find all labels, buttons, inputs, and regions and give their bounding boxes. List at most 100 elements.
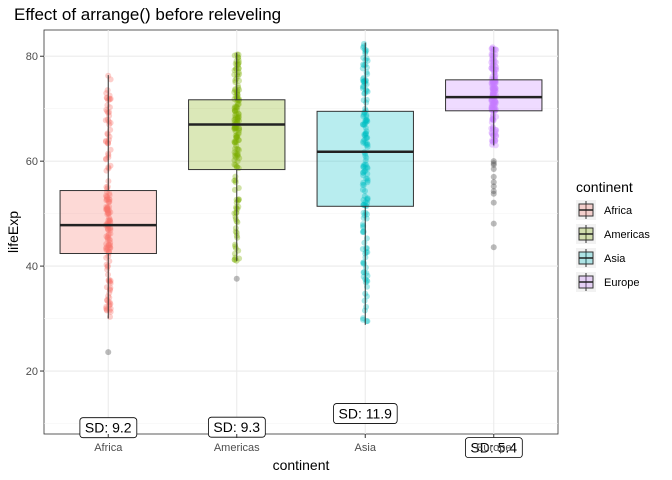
data-point — [103, 254, 110, 261]
data-point — [492, 98, 499, 105]
data-point — [492, 85, 499, 92]
data-point — [362, 117, 369, 124]
data-point — [232, 177, 239, 184]
data-point — [363, 118, 370, 125]
data-point — [492, 99, 499, 106]
data-point — [363, 249, 370, 256]
data-point — [359, 229, 366, 235]
data-point — [107, 245, 114, 252]
data-point — [491, 86, 497, 93]
data-point — [103, 192, 109, 199]
data-point — [360, 111, 367, 118]
data-point — [107, 277, 114, 284]
data-point — [359, 85, 366, 92]
data-point — [236, 77, 242, 84]
data-point — [232, 124, 239, 131]
data-point — [490, 101, 497, 108]
data-point — [233, 151, 240, 158]
data-point — [491, 85, 497, 92]
data-point — [231, 210, 238, 217]
data-point — [232, 132, 239, 139]
data-point — [361, 297, 368, 304]
data-point — [491, 90, 497, 97]
data-point — [362, 188, 368, 194]
outlier-point — [490, 160, 497, 167]
data-point — [232, 154, 239, 161]
outlier-point — [490, 183, 497, 190]
data-point — [105, 198, 112, 205]
data-point — [359, 83, 366, 90]
sd-label-box — [333, 403, 398, 424]
data-point — [234, 133, 241, 140]
data-point — [359, 121, 366, 128]
data-point — [105, 217, 112, 224]
data-point — [360, 316, 366, 323]
data-point — [105, 209, 112, 216]
legend-label: Europe — [604, 277, 639, 289]
data-point — [103, 196, 110, 203]
data-point — [362, 107, 369, 114]
data-point — [361, 121, 368, 128]
data-point — [235, 146, 241, 153]
data-point — [490, 89, 496, 96]
data-point — [234, 151, 241, 158]
data-point — [107, 216, 113, 223]
data-point — [106, 203, 113, 210]
data-point — [231, 71, 238, 78]
data-point — [491, 73, 498, 80]
data-point — [490, 116, 496, 123]
data-point — [107, 219, 114, 226]
data-point — [493, 133, 499, 139]
data-point — [493, 113, 500, 120]
outlier-point — [490, 166, 497, 173]
data-point — [364, 134, 371, 141]
data-point — [103, 284, 110, 291]
data-point — [491, 69, 498, 75]
data-point — [104, 206, 111, 213]
data-point — [488, 76, 495, 83]
data-point — [491, 70, 498, 77]
data-point — [104, 102, 111, 109]
data-point — [492, 103, 498, 110]
data-point — [234, 91, 241, 98]
box-body — [59, 190, 157, 255]
data-point — [235, 196, 242, 203]
data-point — [107, 305, 114, 312]
data-point — [364, 170, 371, 177]
data-point — [363, 161, 370, 168]
data-point — [362, 130, 369, 137]
data-point — [232, 139, 239, 146]
box-body — [188, 99, 286, 171]
data-point — [103, 247, 110, 254]
data-point — [232, 114, 239, 121]
data-point — [488, 52, 495, 59]
data-point — [363, 245, 370, 252]
data-point — [489, 79, 496, 85]
outlier-point — [490, 158, 497, 165]
data-point — [232, 116, 239, 122]
data-point — [363, 113, 370, 120]
sd-label-text: SD: 9.3 — [213, 419, 260, 435]
data-point — [361, 212, 368, 219]
data-point — [360, 121, 367, 128]
data-point — [236, 155, 243, 162]
data-point — [232, 152, 238, 159]
x-tick-label: Asia — [355, 442, 377, 454]
data-point — [231, 89, 238, 96]
data-point — [235, 111, 242, 118]
data-point — [491, 58, 498, 65]
data-point — [236, 97, 243, 104]
data-point — [488, 129, 495, 136]
chart-title: Effect of arrange() before releveling — [14, 5, 281, 24]
data-point — [104, 206, 110, 213]
sd-label-africa: SD: 9.2 — [79, 417, 138, 439]
data-point — [104, 235, 111, 241]
data-point — [103, 233, 110, 240]
data-point — [107, 162, 114, 169]
data-point — [492, 80, 499, 87]
data-point — [103, 206, 110, 213]
jitter-points — [102, 40, 500, 356]
data-point — [361, 78, 368, 85]
y-axis: 20 40 60 80 — [26, 51, 44, 378]
data-point — [360, 163, 367, 170]
